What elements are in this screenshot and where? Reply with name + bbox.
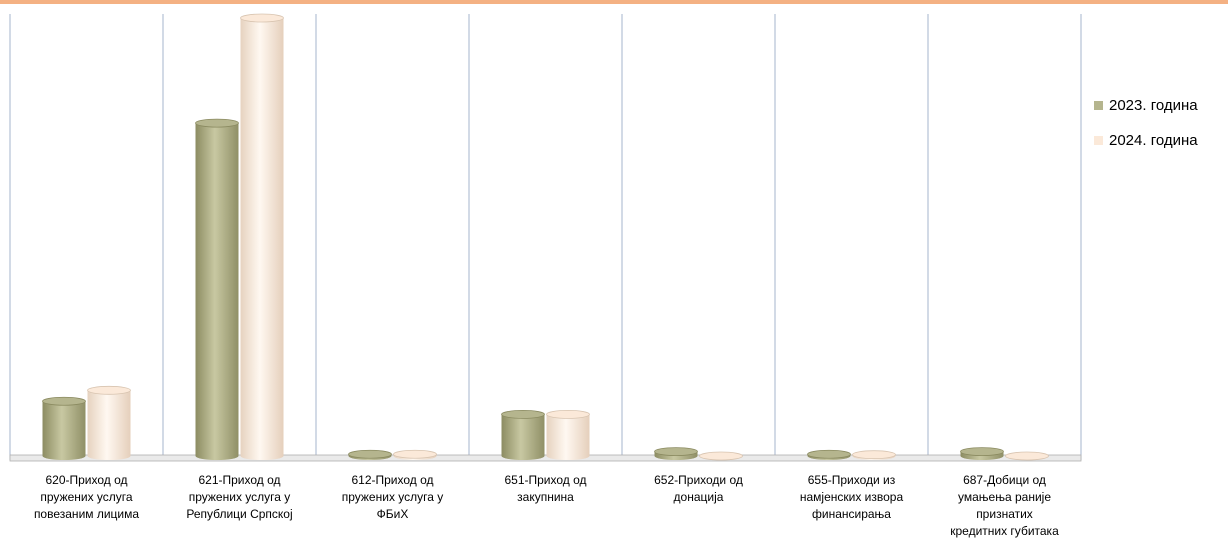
legend-label-2023: 2023. година bbox=[1109, 97, 1198, 114]
legend-label-2024: 2024. година bbox=[1109, 132, 1198, 149]
x-tick-label: 651-Приход од закупнина bbox=[504, 473, 587, 504]
bar-2023 bbox=[501, 409, 545, 460]
x-tick-label: 687-Добици од умањења раније признатих к… bbox=[950, 473, 1059, 538]
bar-2024 bbox=[546, 409, 590, 460]
bar-2023 bbox=[348, 449, 392, 460]
bar-2024 bbox=[393, 449, 437, 460]
x-tick-label: 621-Приход од пружених услуга у Републиц… bbox=[186, 473, 293, 521]
bar-2024 bbox=[852, 450, 896, 460]
chart-top-border bbox=[0, 0, 1228, 4]
bar-2023 bbox=[42, 396, 86, 460]
x-tick-label: 620-Приход од пружених услуга повезаним … bbox=[33, 473, 140, 521]
bar-2024 bbox=[699, 451, 743, 461]
chart-floor bbox=[9, 454, 1082, 462]
legend-swatch-2024 bbox=[1094, 136, 1103, 145]
bar-2023 bbox=[195, 118, 239, 460]
x-tick-label: 655-Приходи из намјенских извора финанси… bbox=[799, 473, 904, 521]
bar-2024 bbox=[240, 13, 284, 460]
bar-2024 bbox=[1005, 451, 1049, 461]
bar-2023 bbox=[654, 447, 698, 460]
legend-item-2023: 2023. година bbox=[1094, 88, 1198, 123]
bar-2023 bbox=[960, 447, 1004, 460]
legend-item-2024: 2024. година bbox=[1094, 123, 1198, 158]
bar-2024 bbox=[87, 385, 131, 460]
x-tick-label: 612-Приход од пружених услуга у ФБиХ bbox=[341, 473, 444, 521]
legend-swatch-2023 bbox=[1094, 101, 1103, 110]
x-tick-label: 652-Приходи од донација bbox=[654, 473, 743, 504]
bar-2023 bbox=[807, 449, 851, 460]
chart-legend: 2023. година 2024. година bbox=[1094, 88, 1198, 158]
